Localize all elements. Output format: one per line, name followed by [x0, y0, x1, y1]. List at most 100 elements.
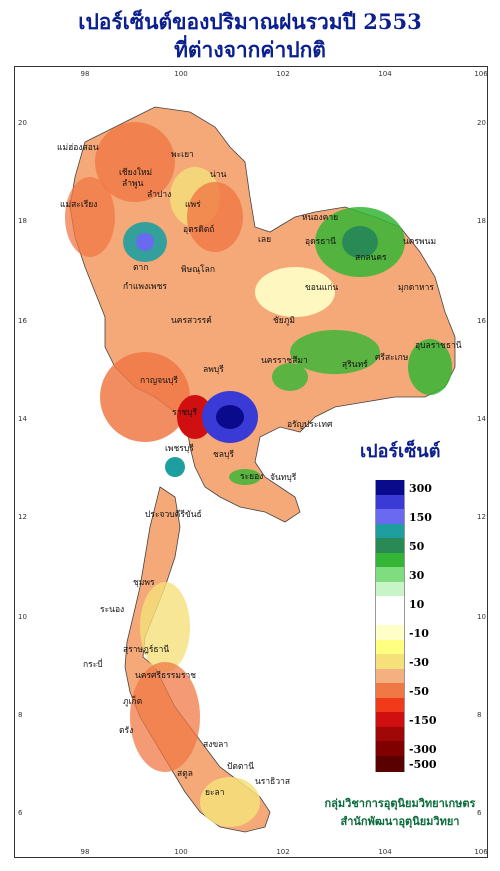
longitude-ticks-top: 98 100 102 104 106 [81, 70, 489, 78]
city-label: สตูล [177, 769, 193, 779]
city-label: กำแพงเพชร [123, 282, 167, 292]
city-label: ชัยภูมิ [273, 316, 295, 326]
city-label: ชุมพร [133, 578, 155, 588]
city-label: เพชรบุรี [165, 443, 194, 454]
city-label: หนองคาย [302, 213, 338, 223]
legend-label: -10 [409, 627, 429, 640]
credit-line2: สำนักพัฒนาอุตุนิยมวิทยา [340, 815, 460, 828]
city-label: มุกดาหาร [398, 283, 434, 293]
city-label: ขอนแก่น [305, 283, 338, 293]
credit-line1: กลุ่มวิชาการอุตุนิยมวิทยาเกษตร [324, 797, 476, 810]
city-label: ลำพูน [122, 179, 144, 189]
city-label: ตาก [133, 263, 148, 273]
field-light-center [255, 267, 335, 317]
field-wet-isan [290, 330, 380, 374]
legend-swatch [375, 596, 405, 612]
city-label: แม่ฮ่องสอน [57, 143, 99, 153]
map-title-line2: ที่ต่างจากค่าปกติ [174, 37, 326, 62]
lat-tick-12-right: 12 [477, 513, 486, 521]
city-label: ระนอง [100, 605, 124, 615]
city-label: อุบลราชธานี [415, 340, 462, 351]
field-wet-gulf-west [165, 457, 185, 477]
lon-tick-106-top: 106 [474, 70, 487, 78]
lat-tick-18-left: 18 [18, 217, 27, 225]
field-wet-korat [272, 363, 308, 391]
city-label: อุตรดิตถ์ [183, 224, 214, 235]
city-label: นราธิวาส [255, 777, 291, 787]
legend-title: เปอร์เซ็นต์ [360, 441, 441, 462]
city-label: นครศรีธรรมราช [135, 670, 196, 681]
legend-label: -300 [409, 743, 437, 756]
city-label: ราชบุรี [172, 407, 198, 418]
legend-label: -500 [409, 757, 437, 771]
legend-swatch [375, 552, 405, 569]
lat-tick-18-right: 18 [477, 217, 486, 225]
legend-label: -150 [409, 714, 437, 727]
city-label: พิษณุโลก [181, 264, 215, 275]
map-frame: 98 100 102 104 106 98 100 102 104 106 20… [14, 66, 488, 858]
legend-label: 10 [409, 598, 425, 611]
lat-tick-16-left: 16 [18, 317, 27, 325]
city-label: น่าน [210, 170, 227, 180]
city-label: ปัตตานี [227, 761, 254, 772]
field-yellow-south [140, 582, 190, 672]
city-label: อรัญประเทศ [287, 420, 333, 430]
field-wet-north-core [136, 233, 154, 251]
city-label: กาญจนบุรี [140, 375, 178, 386]
field-wet-ubon [408, 339, 452, 395]
city-label: ชลบุรี [213, 449, 234, 460]
map-canvas: 98 100 102 104 106 98 100 102 104 106 20… [15, 67, 489, 857]
legend-swatch [375, 755, 405, 772]
city-label: แพร่ [185, 200, 201, 210]
field-very-dry-center [177, 395, 213, 439]
legend-swatch [375, 654, 405, 670]
lat-tick-20-right: 20 [477, 119, 486, 127]
field-dry-south [130, 662, 200, 772]
field-dry-uttaradit [187, 182, 243, 252]
lat-tick-10-right: 10 [477, 613, 486, 621]
latitude-ticks-left: 20 18 16 14 12 10 8 6 [18, 119, 27, 817]
city-label: ระยอง [240, 472, 263, 482]
lat-tick-8-right: 8 [477, 711, 481, 719]
legend-swatch [375, 581, 405, 598]
city-label: กระบี่ [83, 658, 103, 670]
lat-tick-20-left: 20 [18, 119, 27, 127]
city-labels: แม่ฮ่องสอน เชียงใหม่ ลำพูน ลำปาง พะเยา น… [57, 143, 462, 798]
legend-swatch [375, 683, 405, 699]
map-title-line1: เปอร์เซ็นต์ของปริมาณฝนรวมปี 2553 [78, 9, 422, 34]
field-dry-west [100, 352, 190, 442]
field-wet-northeast-core [342, 226, 378, 258]
lon-tick-104-bottom: 104 [378, 848, 392, 856]
legend-label: 300 [409, 482, 432, 495]
city-label: สุราษฎร์ธานี [123, 644, 169, 655]
legend-swatch [375, 509, 405, 525]
city-label: จันทบุรี [270, 472, 297, 483]
longitude-ticks-bottom: 98 100 102 104 106 [81, 848, 489, 856]
city-label: เลย [258, 235, 271, 245]
city-label: พะเยา [171, 150, 194, 160]
lat-tick-12-left: 12 [18, 513, 27, 521]
city-label: สกลนคร [355, 253, 387, 263]
legend-swatch [375, 610, 405, 627]
legend-label: -30 [409, 656, 429, 669]
legend-label: 30 [409, 569, 425, 582]
lat-tick-14-left: 14 [18, 415, 27, 423]
legend-swatch [375, 523, 405, 540]
city-label: ลพบุรี [203, 364, 224, 375]
lat-tick-14-right: 14 [477, 415, 486, 423]
legend-swatch [375, 494, 405, 511]
legend-color-scale: 300 150 50 30 10 -10 -30 -50 -150 -300 -500 [375, 480, 445, 772]
city-label: สุรินทร์ [342, 359, 368, 370]
field-wet-bangkok-core [216, 405, 244, 429]
lon-tick-104-top: 104 [378, 70, 392, 78]
city-label: ภูเก็ต [123, 695, 142, 707]
legend-swatch [375, 639, 405, 656]
field-dry-north [95, 122, 175, 202]
city-label: ประจวบคีรีขันธ์ [145, 509, 202, 520]
legend-swatch [375, 726, 405, 743]
legend-swatch [375, 625, 405, 641]
city-label: สงขลา [203, 740, 228, 750]
city-label: เชียงใหม่ [119, 167, 152, 178]
lon-tick-98-top: 98 [81, 70, 90, 78]
